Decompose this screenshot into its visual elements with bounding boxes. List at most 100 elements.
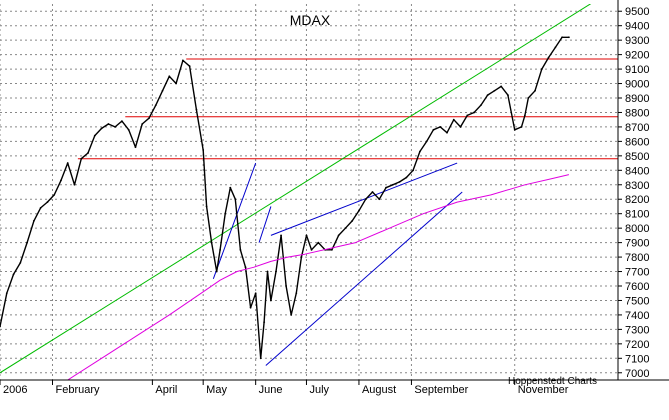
price-point xyxy=(80,157,83,160)
price-point xyxy=(500,85,503,88)
price-point xyxy=(26,241,28,244)
price-point xyxy=(0,325,1,328)
price-point xyxy=(305,234,308,237)
price-point xyxy=(53,193,56,196)
price-point xyxy=(275,270,277,273)
price-point xyxy=(446,131,448,134)
price-point xyxy=(330,248,333,251)
price-point xyxy=(263,321,266,324)
price-point xyxy=(466,114,469,117)
y-tick-label: 9100 xyxy=(625,64,649,76)
grid-layer xyxy=(0,4,618,380)
y-tick-label: 7300 xyxy=(625,324,649,336)
y-tick-label: 7400 xyxy=(625,310,649,322)
series-layer xyxy=(0,36,570,380)
price-point xyxy=(73,183,76,186)
price-point xyxy=(175,82,177,85)
price-point xyxy=(93,134,96,137)
trend-line-layer xyxy=(0,4,592,374)
y-tick-label: 9200 xyxy=(625,50,649,62)
price-point xyxy=(168,75,171,78)
y-tick-label: 8900 xyxy=(625,93,649,105)
price-point xyxy=(148,117,150,120)
x-tick-label: May xyxy=(206,384,227,396)
price-point xyxy=(310,248,313,251)
price-point xyxy=(364,198,367,201)
price-point xyxy=(412,169,415,172)
price-point xyxy=(290,314,293,316)
price-point xyxy=(66,162,69,164)
price-point xyxy=(439,126,442,128)
channel-trend-line xyxy=(265,191,463,366)
price-point xyxy=(554,46,557,49)
price-point xyxy=(280,234,282,237)
price-point xyxy=(270,299,272,302)
price-point xyxy=(391,183,394,186)
price-point xyxy=(12,273,15,276)
chart-title: MDAX xyxy=(290,12,331,28)
price-point xyxy=(398,180,401,183)
price-point xyxy=(371,191,374,193)
price-point xyxy=(259,357,262,360)
x-tick-label: June xyxy=(259,384,283,396)
price-point xyxy=(205,205,208,208)
price-point xyxy=(210,241,213,244)
price-point xyxy=(337,234,340,237)
price-point xyxy=(244,266,247,269)
price-point xyxy=(87,152,89,154)
x-tick-label: September xyxy=(414,384,468,396)
price-point xyxy=(60,179,62,182)
y-tick-label: 8100 xyxy=(625,209,649,221)
price-point xyxy=(317,241,320,244)
price-point xyxy=(507,94,509,97)
price-point xyxy=(295,292,298,295)
y-tick-label: 7900 xyxy=(625,238,649,250)
price-point xyxy=(561,36,564,39)
price-point xyxy=(224,212,227,215)
price-point xyxy=(254,292,257,295)
y-tick-label: 7800 xyxy=(625,252,649,264)
price-point xyxy=(161,89,164,92)
y-tick-label: 9300 xyxy=(625,35,649,47)
y-tick-label: 9400 xyxy=(625,21,649,33)
price-point xyxy=(567,36,570,39)
y-tick-label: 8700 xyxy=(625,122,649,134)
price-point xyxy=(229,186,232,189)
y-tick-label: 8500 xyxy=(625,151,649,163)
price-point xyxy=(527,97,530,99)
y-tick-label: 9000 xyxy=(625,79,649,91)
price-point xyxy=(520,126,523,128)
channel-trend-line xyxy=(258,206,272,243)
price-point xyxy=(540,68,543,70)
price-point xyxy=(107,123,110,125)
axes-layer: 7000 7100 7200 7300 7400 7500 7600 7700 7800 7900… xyxy=(0,0,669,396)
price-point xyxy=(121,120,123,123)
y-tick-label: 7500 xyxy=(625,295,649,307)
price-point xyxy=(188,65,191,68)
price-point xyxy=(452,118,455,121)
price-point xyxy=(493,89,496,92)
price-point xyxy=(134,146,137,149)
price-point xyxy=(195,108,198,111)
x-tick-label: 2006 xyxy=(3,384,27,396)
price-point xyxy=(39,207,42,209)
y-tick-label: 7100 xyxy=(625,353,649,365)
y-tick-label: 7600 xyxy=(625,281,649,293)
price-point xyxy=(547,56,550,59)
channel-trend-line xyxy=(212,162,257,279)
price-point xyxy=(249,306,252,309)
price-point xyxy=(100,127,103,130)
y-tick-label: 7200 xyxy=(625,339,649,351)
price-point xyxy=(32,220,35,222)
price-point xyxy=(459,126,462,128)
price-point xyxy=(285,285,288,287)
moving-average-line xyxy=(66,174,570,380)
y-tick-label: 8400 xyxy=(625,165,649,177)
x-tick-label: February xyxy=(55,384,100,396)
y-tick-label: 7000 xyxy=(625,368,649,380)
long-trend-line xyxy=(0,4,592,374)
price-point xyxy=(344,227,347,230)
y-tick-label: 8200 xyxy=(625,194,649,206)
price-point xyxy=(154,104,157,107)
